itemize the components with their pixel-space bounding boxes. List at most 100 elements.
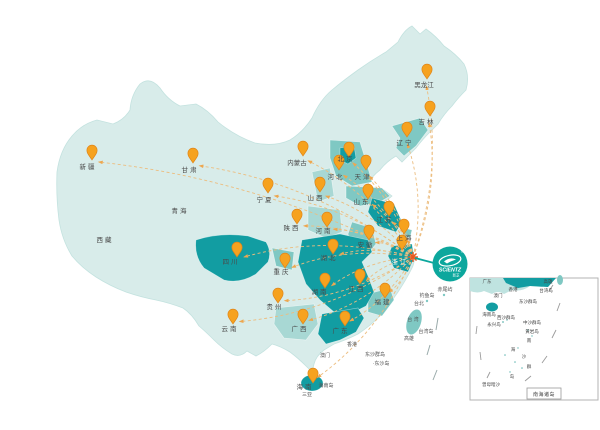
route-line-guizhou xyxy=(283,256,414,303)
map-pin-xinjiang xyxy=(86,144,98,161)
inset-taiwan-shape xyxy=(557,275,563,285)
map-pin-hubei xyxy=(327,238,339,255)
pin-label-hubei: 湖北 xyxy=(321,253,338,262)
map-pin-henan xyxy=(321,211,333,228)
map-pin-guangxi xyxy=(297,308,309,325)
geo-label-0: 青海 xyxy=(172,206,189,215)
route-line-yunnan xyxy=(238,256,414,324)
pin-label-tianjin: 天津 xyxy=(355,173,372,181)
geo-label-7: 高雄 xyxy=(404,335,414,342)
route-line-shaanxi xyxy=(302,224,414,258)
geo-label-8: 钓鱼岛 xyxy=(419,292,434,299)
pin-label-hebei: 河北 xyxy=(328,173,345,181)
map-pin-sichuan xyxy=(231,241,243,258)
nine-dash-segments-inset xyxy=(475,284,561,382)
pin-label-gansu: 甘肃 xyxy=(182,165,199,174)
inset-label-15: 岛 xyxy=(510,373,515,380)
pin-label-fujian: 福建 xyxy=(375,297,392,306)
route-line-chongqing xyxy=(291,252,414,268)
map-pin-jiangsu xyxy=(383,200,395,217)
map-pin-heilongjiang xyxy=(421,63,433,80)
map-pin-guangdong xyxy=(339,310,351,327)
pin-label-hainan: 海南 xyxy=(297,382,314,391)
route-line-shandong xyxy=(371,204,414,258)
route-line-anhui xyxy=(374,240,414,258)
inset-label-1: 香港 xyxy=(509,286,518,293)
geo-label-3: 澳门 xyxy=(320,352,330,359)
inset-label-16: 曾母暗沙 xyxy=(482,381,500,388)
inset-label-2: 澳门 xyxy=(494,292,503,299)
inset-title: 南海诸岛 xyxy=(533,391,555,398)
pin-label-guangxi: 广西 xyxy=(292,324,309,333)
route-lines-layer xyxy=(97,85,433,379)
taiwan-island-shape xyxy=(406,309,422,335)
map-pin-hunan xyxy=(319,272,331,289)
pin-label-ningxia: 宁夏 xyxy=(257,195,274,204)
pin-label-xinjiang: 新疆 xyxy=(80,162,97,171)
route-line-heilongjiang xyxy=(412,85,433,258)
inset-label-7: 西沙群岛 xyxy=(497,314,515,321)
pin-label-heilongjiang: 黑龙江 xyxy=(414,80,434,89)
pin-label-shaanxi: 陕西 xyxy=(284,223,301,232)
map-pin-guizhou xyxy=(272,287,284,304)
map-pin-liaoning xyxy=(401,121,413,138)
inset-island-dots xyxy=(502,319,533,373)
map-pin-ningxia xyxy=(262,177,274,194)
map-pin-neimenggu xyxy=(297,140,309,157)
map-pin-beijing xyxy=(343,141,355,158)
route-line-ningxia xyxy=(273,194,414,258)
pin-label-shanghai: 上海 xyxy=(397,233,414,242)
geo-label-4: 台北 xyxy=(414,300,424,307)
route-line-jilin xyxy=(412,122,433,258)
inset-hainan-shape xyxy=(486,302,498,312)
logo-bird-icon xyxy=(444,258,456,264)
map-pin-fujian xyxy=(379,282,391,299)
inset-label-14: 群 xyxy=(527,363,532,370)
pin-label-neimenggu: 内蒙古 xyxy=(287,158,307,167)
logo-registered-mark: ® xyxy=(461,248,465,254)
pin-label-liaoning: 辽宁 xyxy=(397,138,414,147)
logo-subtitle: 新芝 xyxy=(453,273,460,278)
hub-label-zhejiang: 浙江 xyxy=(392,257,409,266)
diaoyu-island-dot xyxy=(425,299,429,303)
inset-label-6: 海南岛 xyxy=(482,311,496,318)
map-pin-jiangxi xyxy=(354,268,366,285)
inset-label-10: 黄岩岛 xyxy=(525,328,539,335)
geo-label-13: 三亚 xyxy=(302,392,312,398)
map-pin-yunnan xyxy=(227,308,239,325)
route-line-hunan xyxy=(330,256,414,287)
pin-label-chongqing: 重庆 xyxy=(274,267,291,276)
route-line-gansu xyxy=(198,164,414,258)
geo-label-1: 西藏 xyxy=(97,235,114,244)
inset-label-5: 东沙群岛 xyxy=(519,298,537,305)
inset-label-13: 沙 xyxy=(522,354,527,359)
inset-label-3: 高雄 xyxy=(544,278,553,285)
route-line-guangxi xyxy=(308,256,414,322)
route-line-hainan xyxy=(316,256,414,379)
inset-label-9: 中沙群岛 xyxy=(523,319,541,326)
map-pin-hebei xyxy=(333,154,345,171)
logo-connector-line xyxy=(414,257,435,264)
map-pin-zhejiang xyxy=(396,234,408,251)
inset-label-4: 台湾岛 xyxy=(539,287,553,294)
inset-label-11: 南 xyxy=(527,337,532,343)
map-pin-shaanxi xyxy=(291,208,303,225)
geo-label-12: 海南岛 xyxy=(318,382,333,389)
inset-coast-dark-shape xyxy=(503,278,556,288)
pin-label-guangdong: 广东 xyxy=(333,326,350,335)
route-line-liaoning xyxy=(406,143,419,258)
scientz-logo: SCIENTZ ® 新芝 xyxy=(432,246,468,282)
pin-label-sichuan: 四川 xyxy=(223,258,240,266)
pin-label-shanxi: 山西 xyxy=(308,193,325,202)
map-pin-shanghai xyxy=(398,218,410,235)
pin-label-jiangxi: 江西 xyxy=(349,285,366,293)
map-pin-shandong xyxy=(362,183,374,200)
geo-label-11: ·东沙岛 xyxy=(373,360,390,367)
geo-label-2: 香港 xyxy=(347,341,357,348)
inset-label-12: 海 xyxy=(511,346,516,353)
map-pin-anhui xyxy=(363,224,375,241)
pin-label-guizhou: 贵州 xyxy=(267,302,284,311)
